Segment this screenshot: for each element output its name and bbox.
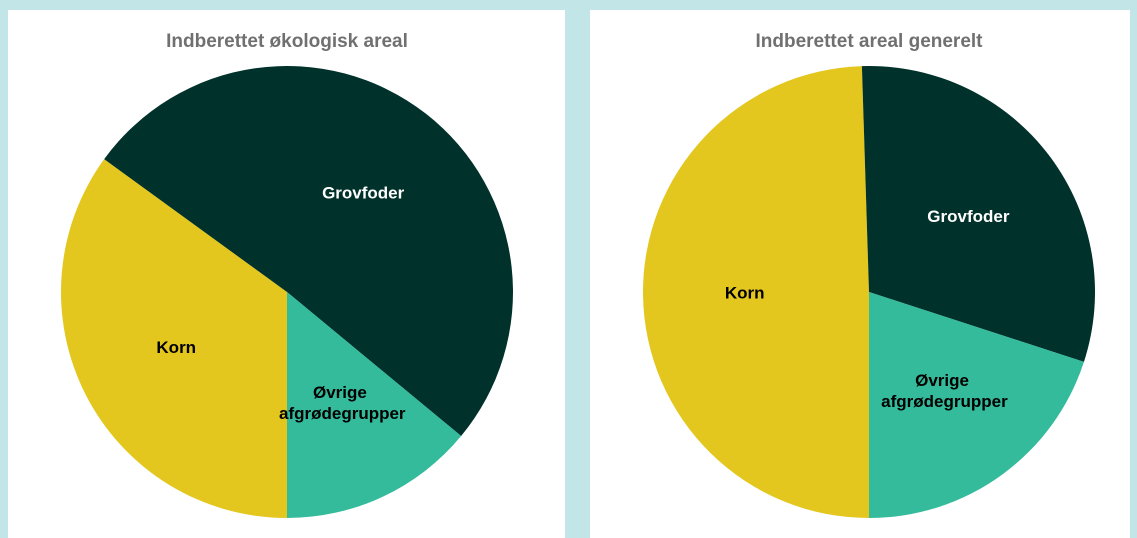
slice-label: Grovfoder (322, 183, 405, 202)
slice-label: Øvrige afgrødegrupper (876, 372, 1008, 412)
chart-title: Indberettet økologisk areal (166, 31, 408, 52)
slice-label: Grovfoder (927, 207, 1010, 226)
pie-slice (287, 292, 462, 518)
slice-label: Korn (156, 338, 196, 357)
pie-slice (869, 292, 1084, 518)
pie-slice (643, 66, 869, 519)
chart-title: Indberettet areal generelt (755, 31, 983, 52)
slice-label: Korn (725, 283, 765, 302)
pie-slice (104, 65, 514, 437)
slice-label: Øvrige afgrødegrupper (274, 383, 406, 423)
pie-slice (61, 159, 287, 519)
pie-slice (861, 66, 1095, 362)
